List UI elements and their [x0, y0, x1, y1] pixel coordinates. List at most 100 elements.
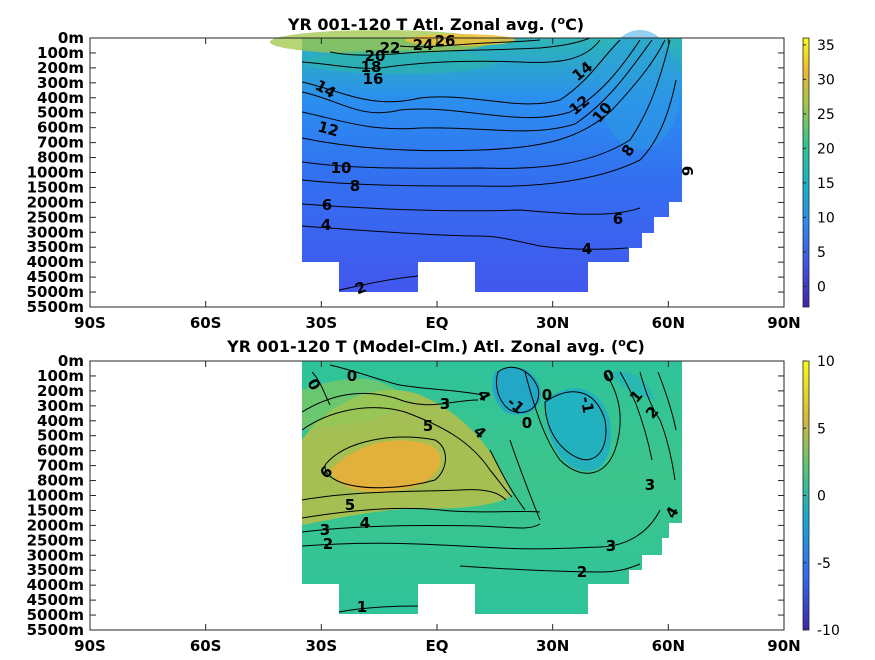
x-tick-label: 60N: [652, 314, 685, 332]
colorbar-tick-label: -10: [817, 623, 840, 639]
y-tick-label: 2500m: [27, 531, 84, 549]
y-tick-label: 5500m: [27, 298, 84, 316]
y-tick-label: 1000m: [27, 487, 84, 505]
y-tick-label: 5000m: [27, 283, 84, 301]
svg-text:3: 3: [440, 395, 450, 413]
svg-text:4: 4: [360, 514, 370, 532]
x-tick-label: EQ: [426, 637, 449, 655]
panel-temperature-anomaly: YR 001-120 T (Model-Clm.) Atl. Zonal avg…: [27, 336, 840, 655]
svg-text:1: 1: [357, 598, 367, 616]
panel2-field: [302, 361, 682, 614]
x-tick-label: 90N: [767, 637, 800, 655]
x-tick-label: 30S: [305, 637, 337, 655]
svg-text:2: 2: [323, 535, 333, 553]
y-tick-label: 3000m: [27, 546, 84, 564]
svg-text:4: 4: [321, 216, 331, 234]
svg-text:6: 6: [678, 166, 696, 176]
x-tick-label: 60S: [190, 314, 222, 332]
y-tick-label: 600m: [37, 442, 84, 460]
y-tick-label: 3000m: [27, 223, 84, 241]
y-tick-label: 100m: [37, 44, 84, 62]
svg-text:18: 18: [361, 58, 382, 76]
colorbar-tick-label: 30: [817, 72, 835, 88]
y-tick-label: 2500m: [27, 208, 84, 226]
panel1-x-axis: 90S 60S 30S EQ 30N 60N 90N: [74, 38, 801, 332]
panel-temperature: YR 001-120 T Atl. Zonal avg. (oC): [27, 14, 835, 332]
y-tick-label: 3500m: [27, 561, 84, 579]
panel2-title: YR 001-120 T (Model-Clm.) Atl. Zonal avg…: [226, 336, 645, 356]
colorbar-tick-label: 35: [817, 38, 835, 54]
svg-text:0: 0: [347, 367, 357, 385]
y-tick-label: 200m: [37, 382, 84, 400]
y-tick-label: 1500m: [27, 178, 84, 196]
y-tick-label: 0m: [58, 352, 84, 370]
y-tick-label: 0m: [58, 29, 84, 47]
svg-text:10: 10: [331, 159, 352, 177]
colorbar-tick-label: 25: [817, 107, 835, 123]
y-tick-label: 300m: [37, 74, 84, 92]
y-tick-label: 1500m: [27, 501, 84, 519]
svg-text:4: 4: [582, 240, 592, 258]
x-tick-label: 60N: [652, 637, 685, 655]
y-tick-label: 3500m: [27, 238, 84, 256]
svg-text:0: 0: [522, 414, 532, 432]
x-tick-label: 30S: [305, 314, 337, 332]
svg-text:6: 6: [613, 210, 623, 228]
svg-text:6: 6: [322, 196, 332, 214]
colorbar-tick-label: 15: [817, 176, 835, 192]
panel1-colorbar: [802, 37, 810, 308]
svg-text:3: 3: [606, 537, 616, 555]
colorbar-tick-label: 5: [817, 245, 826, 261]
y-tick-label: 2000m: [27, 516, 84, 534]
panel2-x-axis: 90S 60S 30S EQ 30N 60N 90N: [74, 361, 801, 655]
y-tick-label: 4000m: [27, 576, 84, 594]
svg-text:3: 3: [320, 521, 330, 539]
panel2-contours: [301, 364, 677, 613]
colorbar-tick-label: 10: [817, 210, 835, 226]
panel2-colorbar-ticks: 10 5 0 -5 -10: [803, 354, 840, 639]
svg-text:12: 12: [316, 118, 341, 141]
svg-text:22: 22: [380, 39, 401, 57]
panel1-title: YR 001-120 T Atl. Zonal avg. (oC): [287, 14, 584, 34]
x-tick-label: 90S: [74, 314, 106, 332]
y-tick-label: 500m: [37, 427, 84, 445]
y-tick-label: 700m: [37, 457, 84, 475]
svg-text:0: 0: [542, 386, 552, 404]
x-tick-label: 30N: [536, 314, 569, 332]
panel1-contours: [301, 37, 677, 291]
x-tick-label: 90N: [767, 314, 800, 332]
y-tick-label: 300m: [37, 397, 84, 415]
y-tick-label: 5000m: [27, 606, 84, 624]
x-tick-label: 60S: [190, 637, 222, 655]
svg-text:16: 16: [363, 70, 384, 88]
colorbar-tick-label: 5: [817, 421, 826, 437]
panel2-y-axis: 0m100m200m300m400m500m600m700m800m1000m1…: [27, 352, 784, 639]
svg-text:5: 5: [423, 417, 433, 435]
y-tick-label: 600m: [37, 119, 84, 137]
svg-text:8: 8: [350, 177, 360, 195]
svg-text:5: 5: [345, 496, 355, 514]
x-tick-label: EQ: [426, 314, 449, 332]
y-tick-label: 500m: [37, 104, 84, 122]
panel1-colorbar-ticks: 35 30 25 20 15 10 5 0: [803, 38, 835, 295]
y-tick-label: 400m: [37, 89, 84, 107]
svg-text:2: 2: [577, 563, 587, 581]
y-tick-label: 400m: [37, 412, 84, 430]
y-tick-label: 800m: [37, 472, 84, 490]
y-tick-label: 4000m: [27, 253, 84, 271]
y-tick-label: 100m: [37, 367, 84, 385]
colorbar-tick-label: 20: [817, 141, 835, 157]
y-tick-label: 200m: [37, 59, 84, 77]
svg-text:3: 3: [645, 476, 655, 494]
x-tick-label: 30N: [536, 637, 569, 655]
panel1-y-axis: 0m100m200m300m400m500m600m700m800m1000m1…: [27, 29, 784, 316]
y-tick-label: 2000m: [27, 193, 84, 211]
colorbar-tick-label: 10: [817, 354, 835, 370]
y-tick-label: 5500m: [27, 621, 84, 639]
colorbar-tick-label: 0: [817, 489, 826, 505]
svg-text:20: 20: [365, 47, 386, 65]
y-tick-label: 700m: [37, 134, 84, 152]
y-tick-label: 1000m: [27, 164, 84, 182]
svg-text:-1: -1: [577, 395, 598, 415]
